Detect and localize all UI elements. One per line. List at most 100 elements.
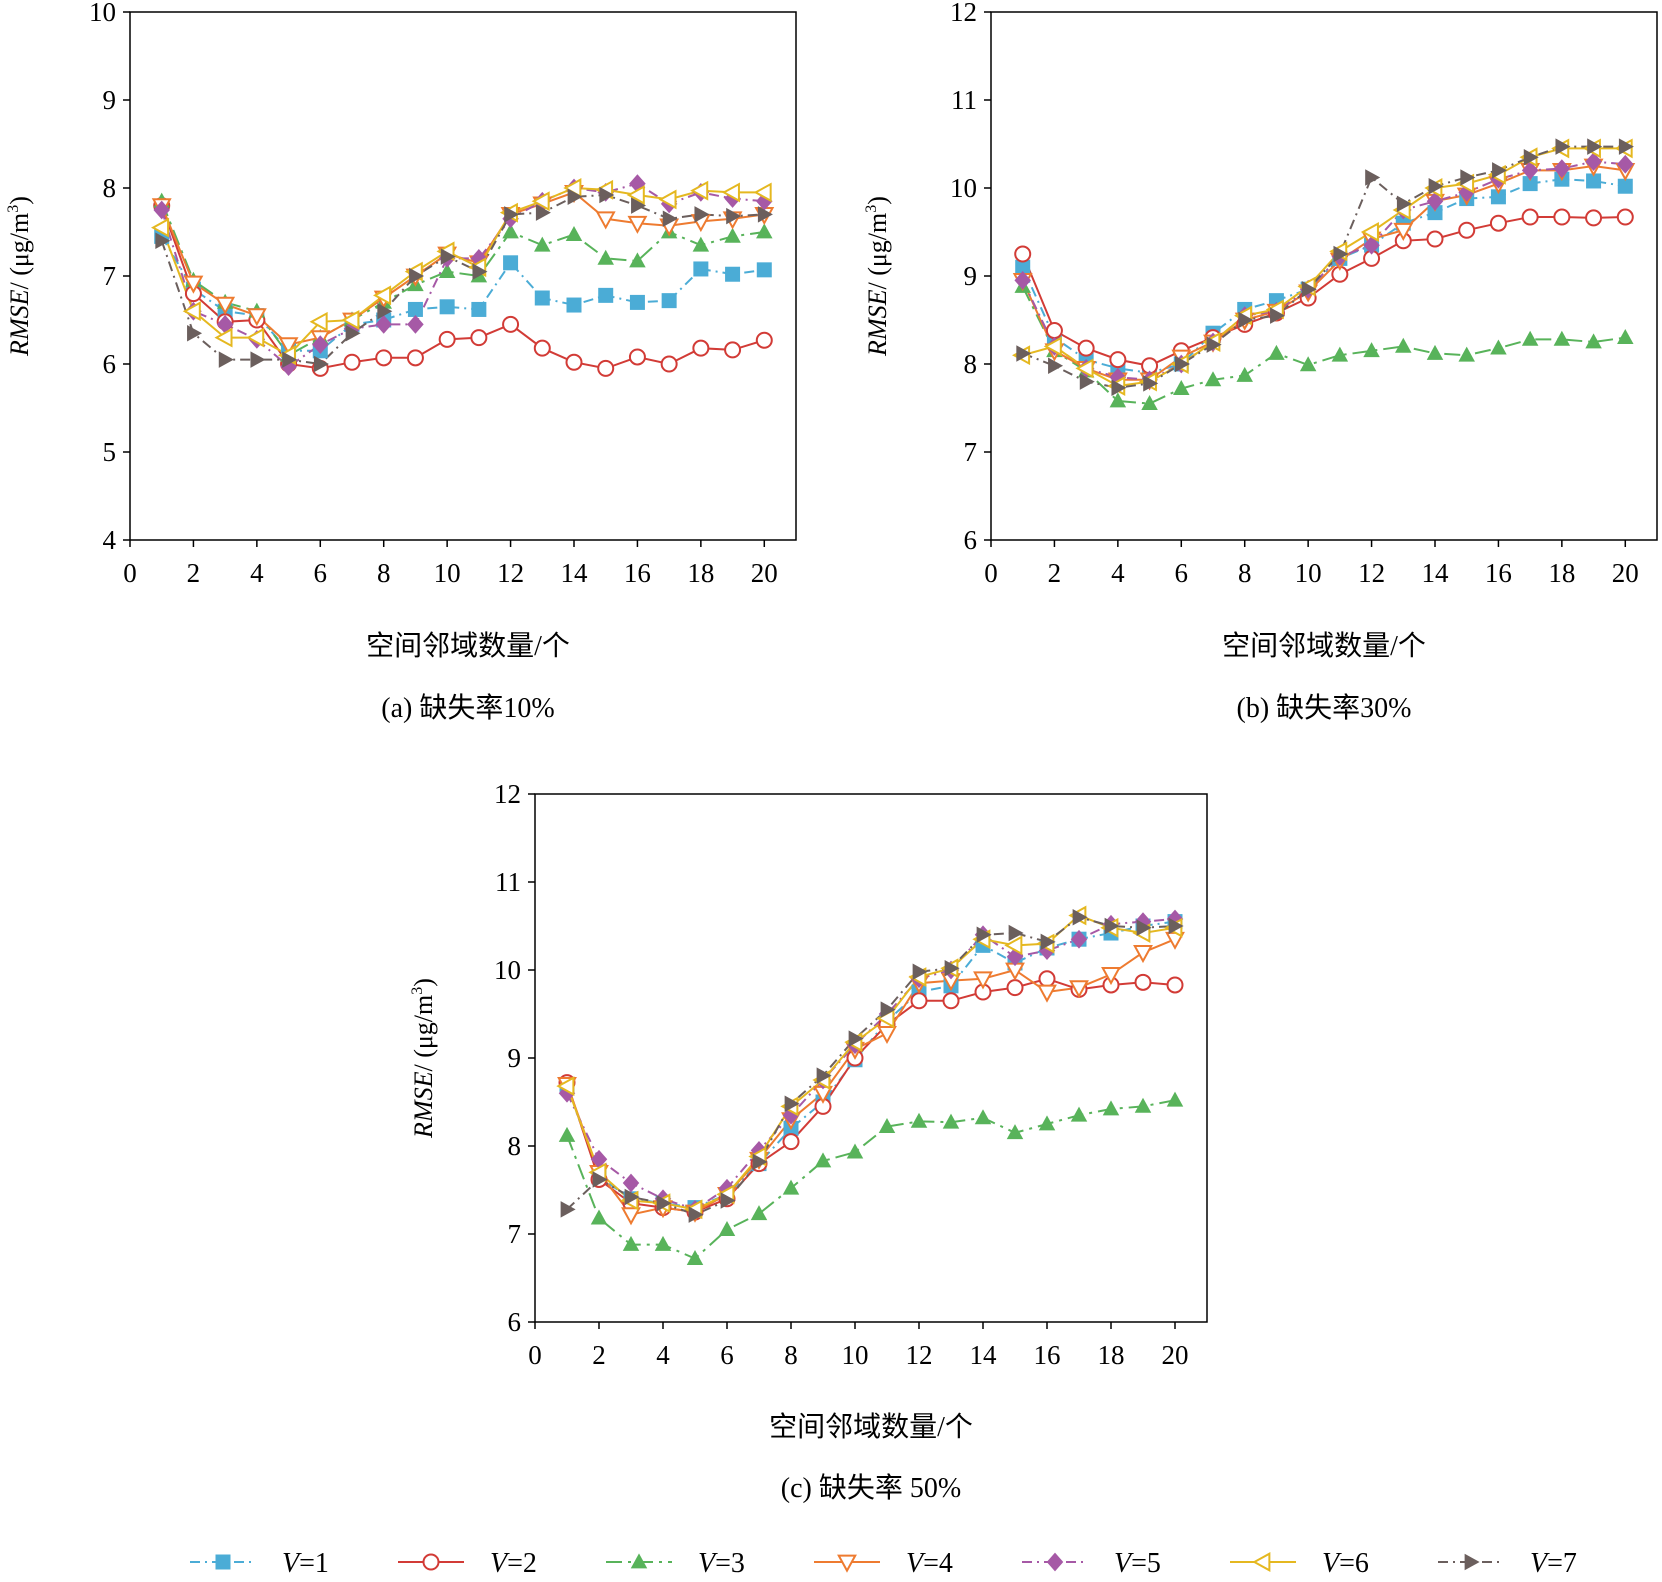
data-point-v1 [1490, 189, 1506, 205]
legend-label: V=2 [490, 1548, 537, 1579]
caption-c: (c) 缺失率 50% [781, 1472, 961, 1504]
data-point-v3 [1236, 366, 1253, 382]
data-point-v7 [1111, 379, 1127, 397]
data-point-v5 [375, 315, 392, 334]
data-point-v1 [439, 299, 455, 315]
data-point-v2 [438, 330, 456, 348]
legend-marker [215, 1554, 231, 1570]
x-tick-label: 10 [842, 1340, 869, 1370]
data-point-v7 [599, 186, 615, 204]
x-tick-label: 12 [906, 1340, 933, 1370]
data-point-v7 [624, 1188, 640, 1206]
x-tick-label: 4 [250, 558, 264, 588]
data-point-v4 [1133, 945, 1153, 964]
data-point-v1 [1617, 178, 1633, 194]
data-point-v1 [1522, 176, 1538, 192]
data-point-v4 [1101, 967, 1121, 986]
data-point-v2 [1038, 970, 1056, 988]
data-point-v7 [1104, 917, 1120, 935]
data-point-v6 [658, 189, 677, 210]
x-tick-label: 14 [1422, 558, 1450, 588]
legend-marker [422, 1553, 440, 1571]
legend-marker [630, 1553, 648, 1569]
data-point-v1 [661, 293, 677, 309]
data-point-v4 [278, 337, 299, 356]
data-point-v3 [1395, 337, 1412, 353]
y-tick-label: 5 [103, 437, 117, 467]
data-point-v7 [1365, 169, 1381, 186]
x-tick-label: 2 [187, 558, 201, 588]
data-point-v2 [724, 341, 742, 359]
x-tick-label: 14 [970, 1340, 998, 1370]
data-point-v7 [688, 1206, 704, 1223]
data-point-v6 [373, 285, 392, 306]
data-point-v7 [1523, 148, 1539, 166]
data-point-v3 [1141, 394, 1158, 410]
x-tick-label: 2 [592, 1340, 606, 1370]
x-tick-label: 2 [1048, 558, 1062, 588]
legend-item-v4: V=4 [814, 1548, 953, 1579]
data-point-v7 [1072, 908, 1088, 926]
data-point-v3 [1458, 346, 1475, 362]
x-tick-label: 20 [751, 558, 778, 588]
caption-b: (b) 缺失率30% [1237, 692, 1412, 724]
x-tick-label: 18 [687, 558, 714, 588]
data-point-v5 [1521, 161, 1539, 180]
data-point-v6 [556, 1076, 575, 1097]
data-point-v7 [1040, 933, 1056, 951]
data-point-v7 [848, 1030, 864, 1047]
data-point-v7 [944, 959, 960, 977]
series-line-v3 [1021, 286, 1626, 405]
data-point-v3 [756, 223, 773, 239]
data-point-v1 [1586, 173, 1602, 189]
data-point-v3 [590, 1209, 608, 1225]
data-point-v4 [1037, 984, 1057, 1003]
data-point-v2 [1134, 973, 1152, 991]
series-group-a [151, 174, 775, 377]
x-tick-label: 6 [314, 558, 328, 588]
data-point-v4 [1069, 980, 1089, 999]
data-point-v6 [246, 327, 265, 348]
x-tick-label: 16 [1485, 558, 1512, 588]
data-point-v5 [1014, 271, 1031, 290]
y-tick-label: 12 [494, 779, 521, 809]
data-point-v1 [756, 262, 772, 278]
y-tick-label: 11 [495, 867, 521, 897]
data-point-v3 [622, 1235, 640, 1251]
legend-label: V=7 [1530, 1548, 1577, 1579]
data-point-v2 [1426, 230, 1444, 248]
series-group-b [1012, 138, 1636, 410]
data-point-v4 [1393, 222, 1414, 241]
legend-marker [1464, 1553, 1480, 1571]
data-point-v6 [1043, 336, 1062, 357]
x-tick-label: 18 [1098, 1340, 1125, 1370]
data-point-v7 [784, 1095, 800, 1113]
data-point-v7 [976, 926, 992, 944]
data-point-v2 [660, 355, 678, 373]
data-point-v7 [250, 351, 266, 368]
data-point-v2 [375, 349, 393, 367]
legend-item-v2: V=2 [398, 1548, 537, 1579]
y-axis-label-a: RMSE/ (μg/m3) [5, 196, 34, 357]
legend-marker [1046, 1552, 1064, 1572]
y-tick-label: 8 [103, 173, 117, 203]
data-point-v2 [343, 353, 361, 371]
data-point-v7 [752, 1153, 768, 1171]
data-point-v3 [654, 1235, 672, 1251]
data-point-v3 [1553, 330, 1571, 346]
legend-item-v3: V=3 [606, 1548, 745, 1579]
data-point-v5 [312, 335, 329, 355]
data-point-v3 [1134, 1097, 1152, 1113]
chart-panel-b: 6 7 8 9 10 11 12 0 2 4 6 8 10 12 14 16 18 20 RMSE/ (μg/m… [863, 0, 1658, 724]
data-point-v6 [753, 182, 772, 203]
plot-area-c [534, 793, 1208, 1323]
data-point-v3 [1070, 1106, 1088, 1122]
data-point-v1 [471, 301, 487, 317]
data-point-v4 [973, 971, 993, 990]
data-point-v5 [590, 1149, 608, 1169]
chart-panel-a: 4 5 6 7 8 9 10 0 2 4 6 8 10 12 14 16 18 20 RMSE/ (μg/m3)… [5, 0, 797, 724]
y-tick-label: 7 [508, 1219, 522, 1249]
y-axis-a: 4 5 6 7 8 9 10 [89, 0, 130, 555]
x-tick-label: 0 [984, 558, 998, 588]
